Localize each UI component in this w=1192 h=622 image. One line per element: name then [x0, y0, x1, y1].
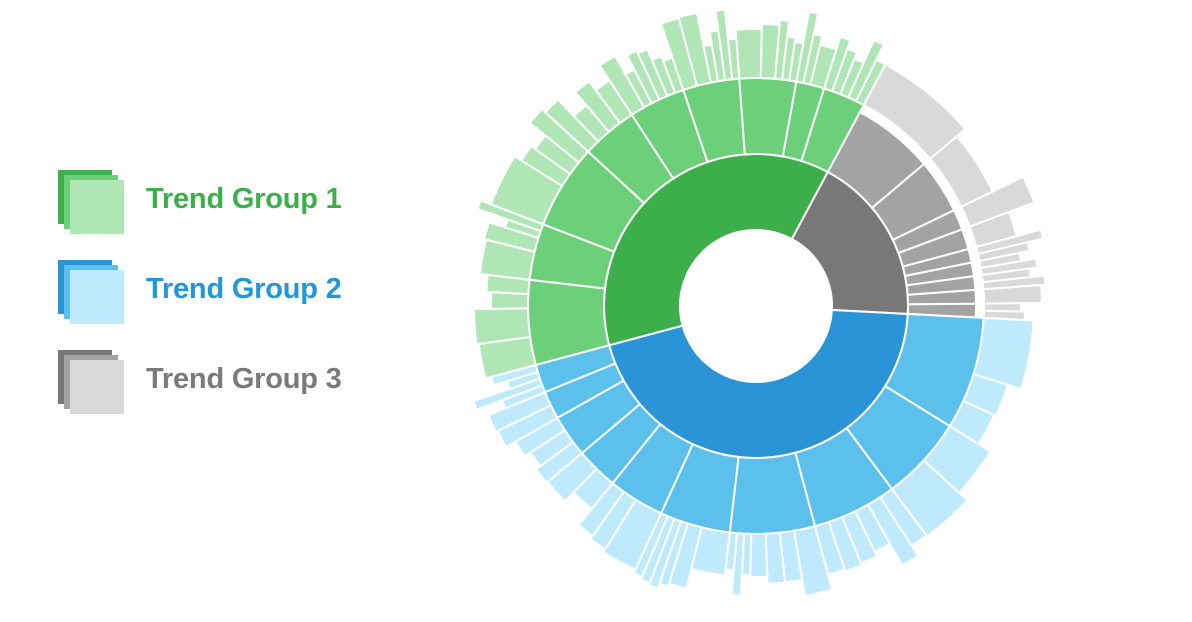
sunburst-trend-group-1-leaf[interactable] [734, 27, 763, 80]
legend-label-trend-group-3: Trend Group 3 [146, 363, 342, 395]
legend-label-trend-group-1: Trend Group 1 [146, 183, 342, 215]
legend: Trend Group 1 Trend Group 2 Trend Group … [58, 170, 418, 430]
legend-swatch-trend-group-2 [58, 260, 124, 324]
sunburst-trend-group-2-leaf[interactable] [490, 363, 539, 387]
legend-label-trend-group-2: Trend Group 2 [146, 273, 342, 305]
sunburst-trend-group-3-leaf[interactable] [982, 283, 1043, 305]
swatch-layer-light [70, 360, 124, 414]
sunburst-trend-group-1-leaf[interactable] [473, 307, 532, 346]
legend-swatch-trend-group-3 [58, 350, 124, 414]
legend-item-trend-group-1[interactable]: Trend Group 1 [58, 170, 418, 234]
legend-swatch-trend-group-1 [58, 170, 124, 234]
legend-item-trend-group-3[interactable]: Trend Group 3 [58, 350, 418, 414]
sunburst-center-hole [681, 231, 831, 381]
sunburst-trend-group-2-leaf[interactable] [749, 532, 769, 578]
swatch-layer-light [70, 180, 124, 234]
legend-item-trend-group-2[interactable]: Trend Group 2 [58, 260, 418, 324]
swatch-layer-light [70, 270, 124, 324]
